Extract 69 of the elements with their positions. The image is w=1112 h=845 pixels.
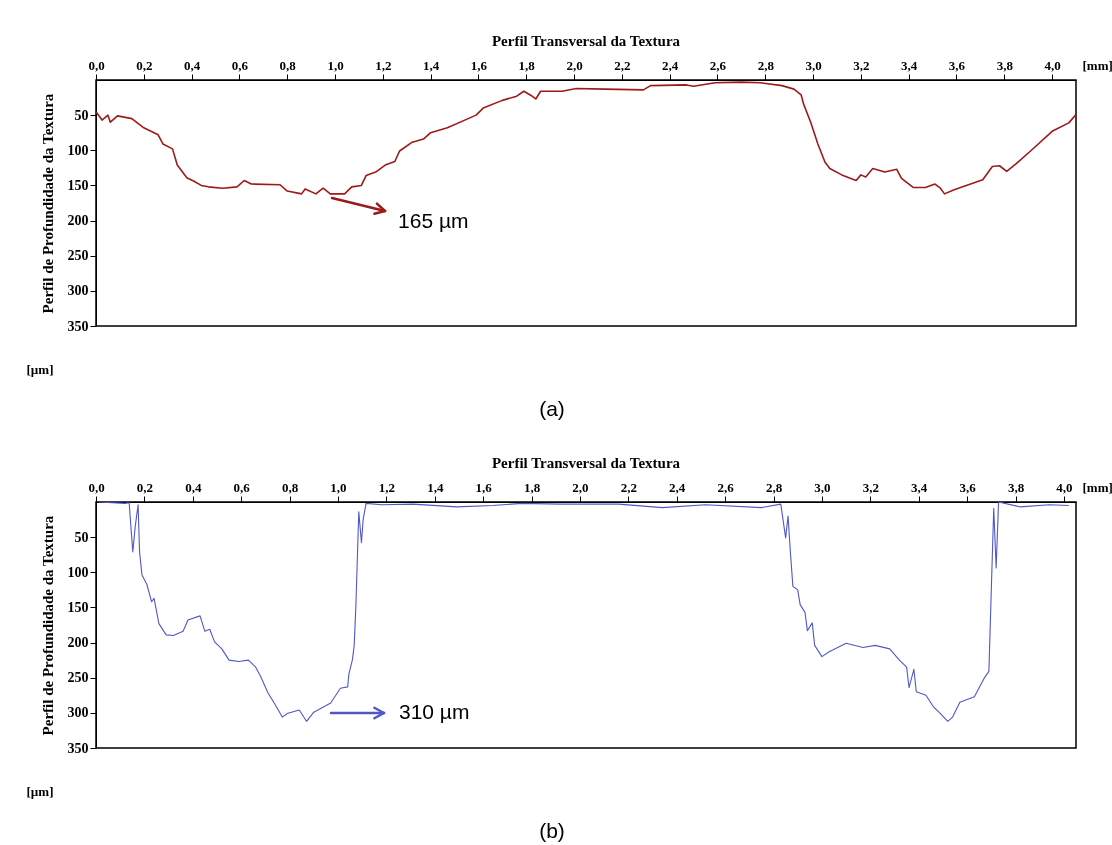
x-tick-label: 1,0 bbox=[327, 57, 344, 73]
annotation: 310 µm bbox=[399, 700, 470, 723]
x-tick-label: 3,8 bbox=[1007, 479, 1025, 495]
text: (a) bbox=[539, 397, 565, 420]
y-tick-label: 200 bbox=[67, 635, 89, 651]
x-tick-label: 1,2 bbox=[375, 57, 392, 73]
annotation: 165 µm bbox=[398, 208, 469, 232]
x-tick-label: 2,0 bbox=[572, 479, 589, 495]
x-axis-title: [mm] bbox=[1082, 479, 1112, 495]
x-tick-label: 1,8 bbox=[518, 57, 536, 73]
y-tick-label: 150 bbox=[67, 177, 89, 193]
x-tick-label: 3,4 bbox=[901, 57, 918, 73]
x-tick-label: 0,4 bbox=[183, 57, 201, 73]
x-tick-label: 1,2 bbox=[378, 479, 395, 495]
x-tick-label: 1,4 bbox=[423, 57, 440, 73]
x-tick-label: 1,6 bbox=[470, 57, 488, 73]
y-axis-title: Perfil de Profundidade da Textura bbox=[39, 93, 56, 314]
x-tick-label: 3,0 bbox=[805, 57, 822, 73]
y-tick-label: 50 bbox=[74, 107, 89, 123]
x-axis-title: [mm] bbox=[1082, 57, 1112, 73]
x-tick-label: 3,0 bbox=[814, 479, 831, 495]
y-tick-label: 250 bbox=[67, 670, 89, 686]
x-tick-label: 4,0 bbox=[1056, 479, 1073, 495]
y-tick-label: 350 bbox=[67, 740, 89, 756]
x-tick-label: 0,0 bbox=[88, 479, 105, 495]
x-tick-label: 2,8 bbox=[765, 479, 783, 495]
x-tick-label: 3,2 bbox=[862, 479, 879, 495]
x-tick-label: 3,6 bbox=[959, 479, 977, 495]
x-tick-label: 3,2 bbox=[853, 57, 870, 73]
x-tick-label: 1,0 bbox=[330, 479, 347, 495]
chart-title: Perfil Transversal da Textura bbox=[491, 455, 681, 471]
chart-title: Perfil Transversal da Textura bbox=[491, 33, 681, 49]
x-tick-label: 3,4 bbox=[911, 479, 928, 495]
x-tick-label: 0,2 bbox=[136, 57, 153, 73]
x-tick-label: 2,4 bbox=[662, 57, 679, 73]
x-tick-label: 1,8 bbox=[523, 479, 541, 495]
y-tick-label: 50 bbox=[74, 529, 89, 545]
x-tick-label: 3,6 bbox=[948, 57, 966, 73]
x-tick-label: 0,2 bbox=[136, 479, 154, 495]
x-tick-label: 0,4 bbox=[185, 479, 202, 495]
y-tick-label: 100 bbox=[67, 564, 89, 580]
y-tick-label: 250 bbox=[67, 248, 89, 264]
x-tick-label: 0,8 bbox=[281, 479, 299, 495]
y-tick-label: 100 bbox=[67, 142, 89, 158]
y-axis-title: Perfil de Profundidade da Textura bbox=[39, 515, 56, 736]
x-tick-label: 1,4 bbox=[427, 479, 444, 495]
x-tick-label: 3,8 bbox=[996, 57, 1014, 73]
line-series bbox=[97, 502, 1070, 722]
x-tick-label: 0,6 bbox=[231, 57, 249, 73]
x-tick-label: 2,8 bbox=[757, 57, 775, 73]
y-tick-label: 200 bbox=[67, 213, 89, 229]
x-tick-label: 0,8 bbox=[279, 57, 297, 73]
text: [µm] bbox=[26, 362, 54, 377]
x-tick-label: 2,4 bbox=[669, 479, 686, 495]
x-tick-label: 0,6 bbox=[233, 479, 251, 495]
y-tick-label: 350 bbox=[67, 318, 89, 334]
x-tick-label: 2,2 bbox=[614, 57, 631, 73]
x-tick-label: 2,2 bbox=[620, 479, 637, 495]
x-tick-label: 2,6 bbox=[709, 57, 727, 73]
x-tick-label: 2,6 bbox=[717, 479, 735, 495]
x-tick-label: 0,0 bbox=[88, 57, 105, 73]
text: [µm] bbox=[26, 784, 54, 799]
y-tick-label: 150 bbox=[67, 599, 89, 615]
text: (b) bbox=[539, 819, 565, 842]
x-tick-label: 1,6 bbox=[475, 479, 493, 495]
y-tick-label: 300 bbox=[67, 283, 89, 299]
x-tick-label: 2,0 bbox=[566, 57, 583, 73]
x-tick-label: 4,0 bbox=[1044, 57, 1061, 73]
y-tick-label: 300 bbox=[67, 705, 89, 721]
